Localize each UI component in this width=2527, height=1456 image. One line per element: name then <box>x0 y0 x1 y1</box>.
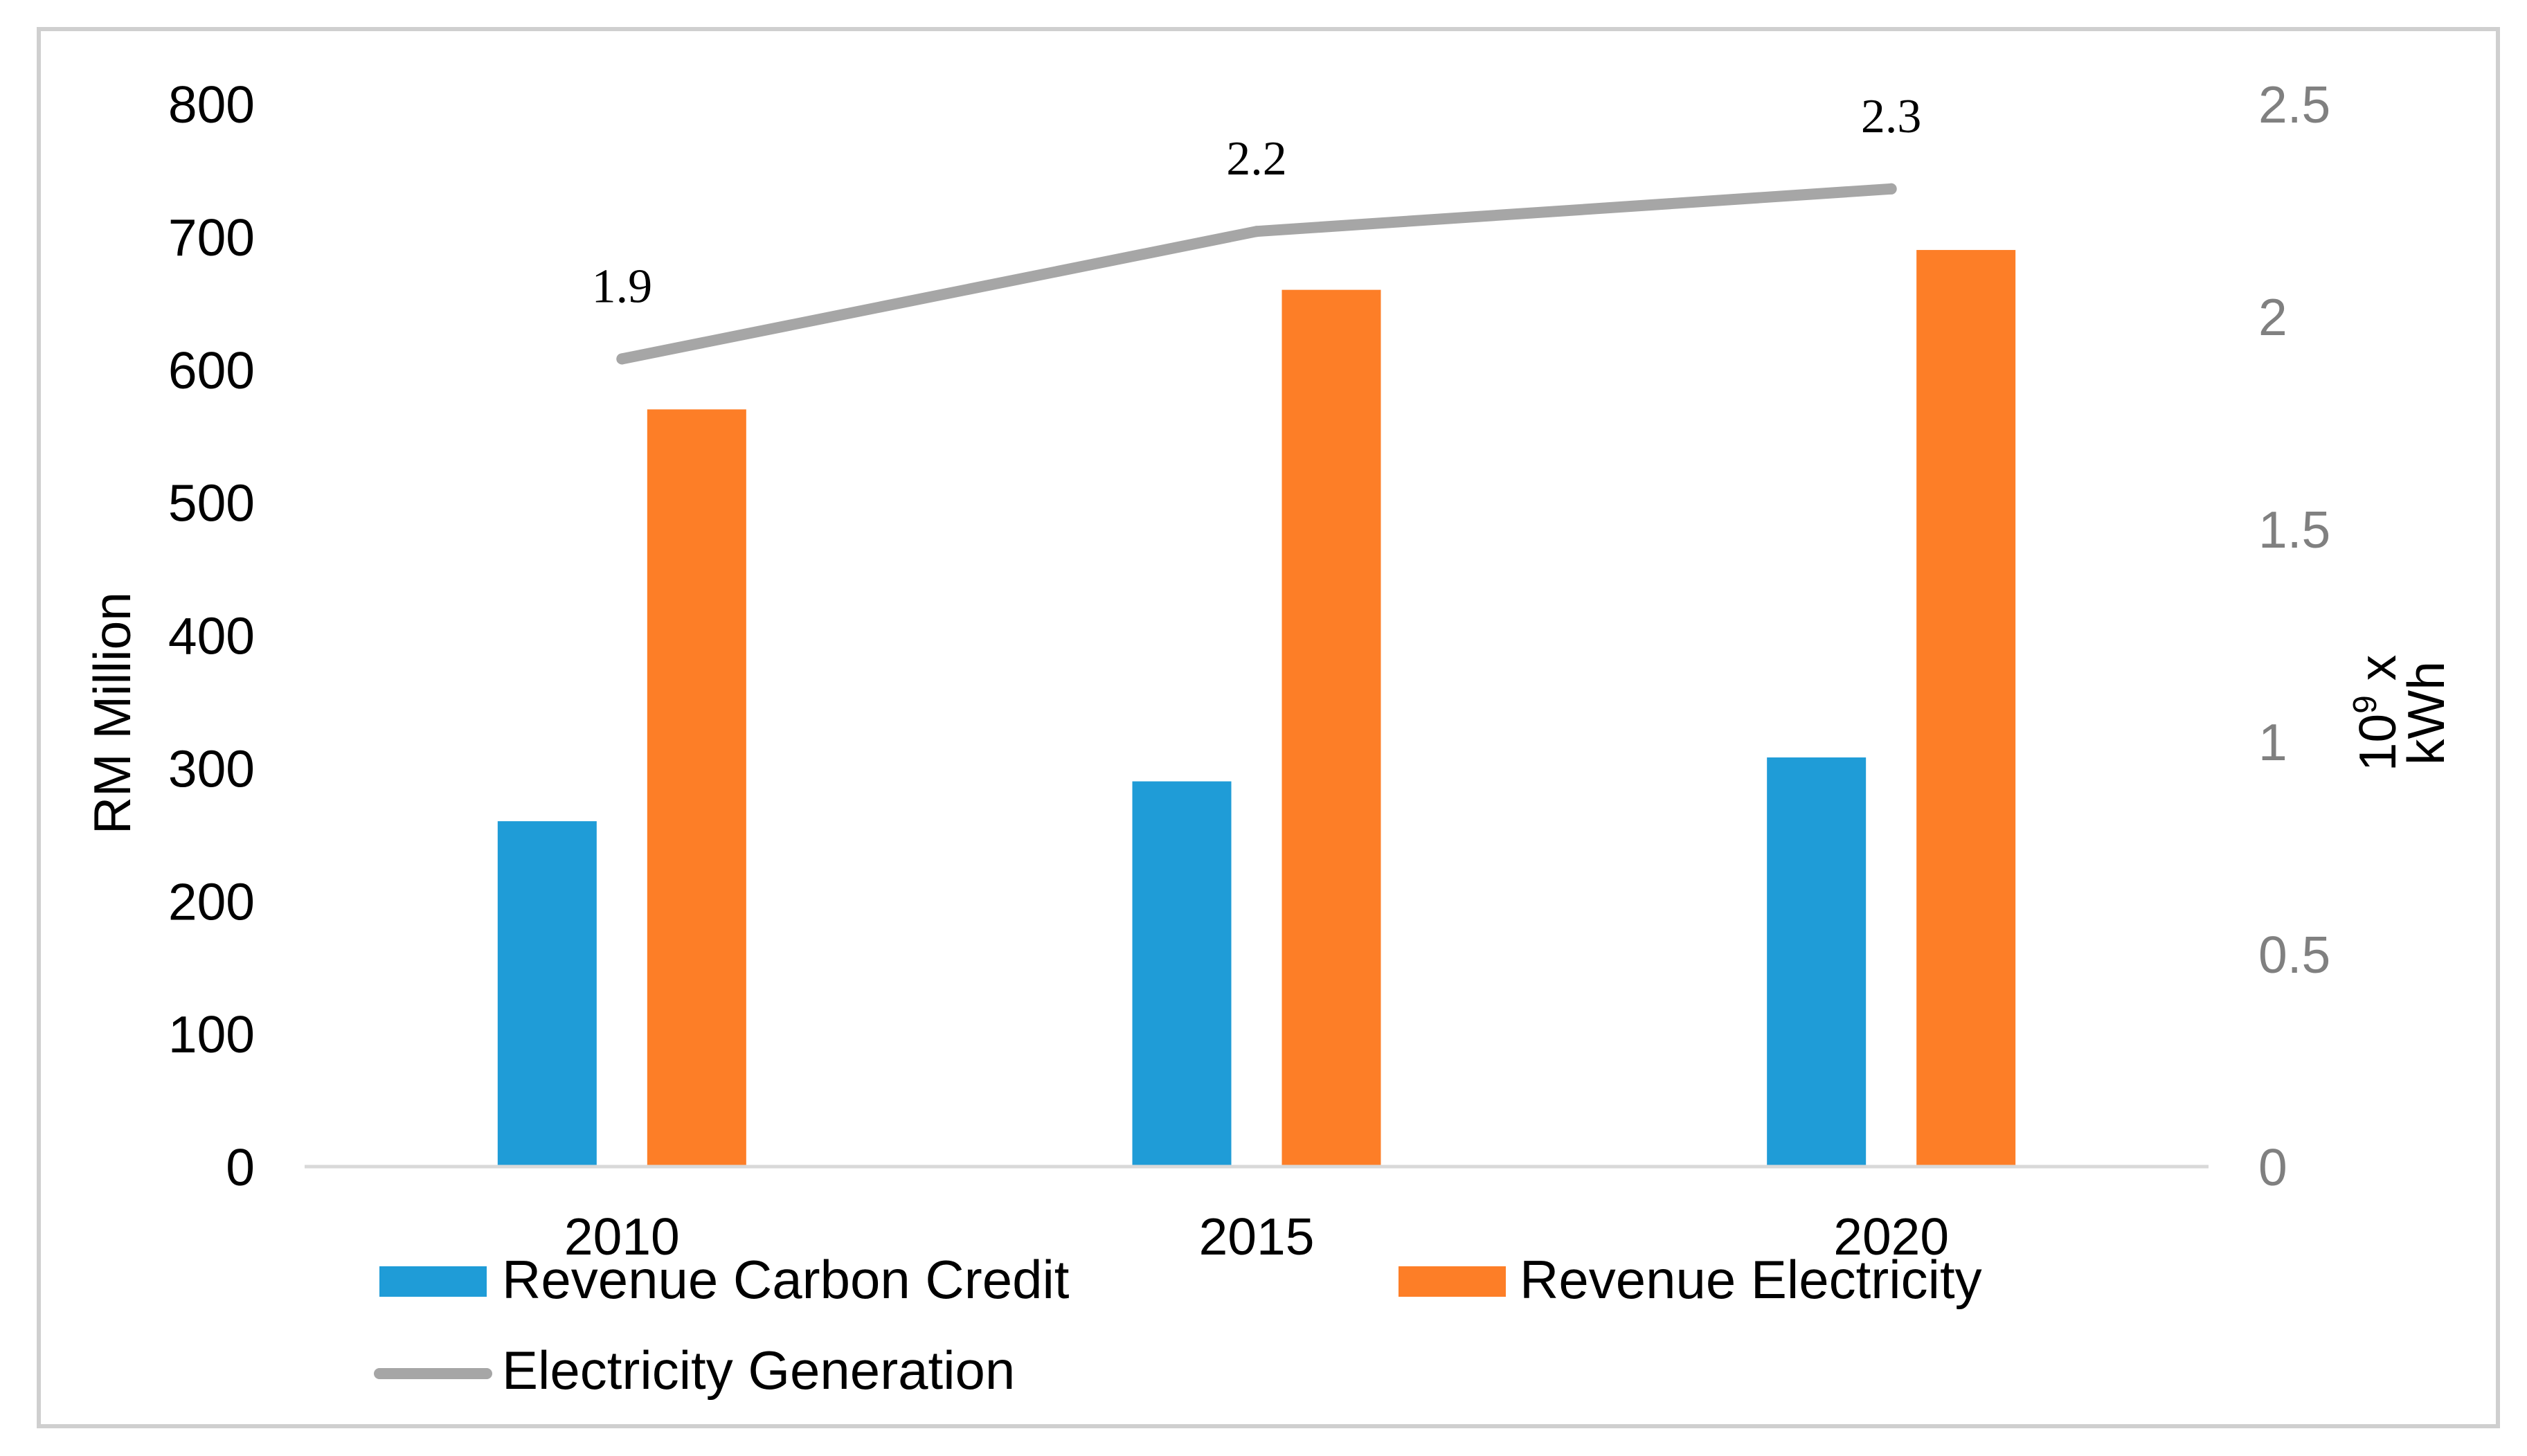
legend: Revenue Carbon Credit Revenue Electricit… <box>374 1249 1982 1401</box>
x-tick-label: 2020 <box>1833 1207 1949 1266</box>
x-tick-label: 2015 <box>1199 1207 1315 1266</box>
left-axis-title: RM Million <box>83 592 141 834</box>
right-axis-title-base: 10 <box>2348 714 2407 771</box>
line-point-2020[interactable] <box>1885 183 1897 195</box>
left-tick-label: 200 <box>168 872 255 931</box>
data-label-2015: 2.2 <box>1226 132 1287 186</box>
left-tick-label: 0 <box>226 1138 255 1196</box>
legend-label-carbon-credit: Revenue Carbon Credit <box>502 1249 1070 1310</box>
left-tick-label: 400 <box>168 607 255 665</box>
right-axis-title-unit: kWh <box>2397 661 2455 765</box>
legend-item-electricity[interactable]: Revenue Electricity <box>1399 1249 1982 1310</box>
bar-revenue-electricity-2015[interactable] <box>1282 289 1381 1167</box>
legend-label-electricity: Revenue Electricity <box>1520 1249 1982 1310</box>
line-series <box>616 183 1897 365</box>
bar-revenue-carbon-credit-2020[interactable] <box>1767 757 1867 1167</box>
legend-item-generation[interactable]: Electricity Generation <box>374 1340 1015 1401</box>
x-tick-label: 2010 <box>564 1207 680 1266</box>
right-tick-label: 0 <box>2258 1138 2287 1196</box>
legend-swatch-carbon-credit <box>379 1266 487 1297</box>
right-tick-label: 1.5 <box>2258 501 2330 559</box>
x-axis-ticks: 2010 2015 2020 <box>564 1207 1949 1266</box>
left-tick-label: 800 <box>168 75 255 134</box>
line-point-2010[interactable] <box>616 353 628 365</box>
legend-label-generation: Electricity Generation <box>502 1340 1015 1401</box>
bar-revenue-electricity-2010[interactable] <box>647 409 746 1167</box>
data-label-2020: 2.3 <box>1861 90 1922 143</box>
left-tick-label: 300 <box>168 739 255 798</box>
right-axis-title-suffix: x <box>2348 655 2407 695</box>
data-labels: 1.9 2.2 2.3 <box>592 90 1922 314</box>
data-label-2010: 1.9 <box>592 260 653 313</box>
bar-revenue-carbon-credit-2015[interactable] <box>1132 781 1232 1167</box>
bar-revenue-carbon-credit-2010[interactable] <box>497 821 597 1167</box>
left-tick-label: 500 <box>168 474 255 532</box>
legend-item-carbon-credit[interactable]: Revenue Carbon Credit <box>379 1249 1070 1310</box>
right-tick-label: 0.5 <box>2258 926 2330 984</box>
left-tick-label: 600 <box>168 341 255 399</box>
line-point-2015[interactable] <box>1251 226 1262 237</box>
right-axis-title: 109 x kWh <box>2347 655 2455 771</box>
chart-border <box>37 27 2500 1428</box>
svg-text:109 x: 109 x <box>2347 655 2407 771</box>
right-axis-title-exponent: 9 <box>2347 695 2384 714</box>
left-axis-ticks: 0 100 200 300 400 500 600 700 800 <box>168 75 255 1196</box>
right-tick-label: 2.5 <box>2258 75 2330 134</box>
right-tick-label: 2 <box>2258 288 2287 346</box>
right-axis-ticks: 0 0.5 1 1.5 2 2.5 <box>2258 75 2330 1196</box>
left-tick-label: 100 <box>168 1005 255 1063</box>
bar-revenue-electricity-2020[interactable] <box>1916 250 2016 1167</box>
right-tick-label: 1 <box>2258 713 2287 771</box>
legend-swatch-electricity <box>1399 1266 1506 1297</box>
bars <box>497 250 2016 1167</box>
left-tick-label: 700 <box>168 208 255 267</box>
